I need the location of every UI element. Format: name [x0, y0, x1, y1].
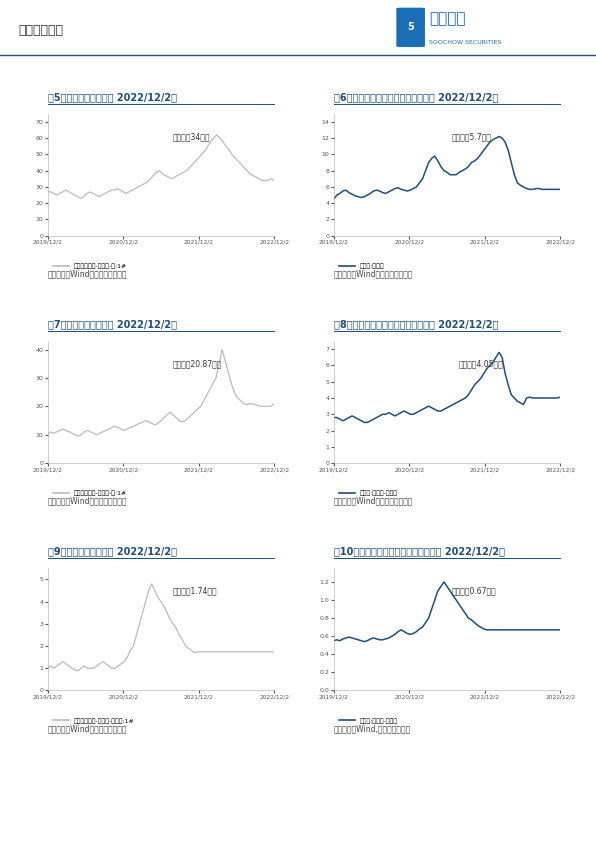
Text: 最新价：4.05万元: 最新价：4.05万元	[458, 360, 503, 368]
Text: 最新价：1.74万元: 最新价：1.74万元	[172, 587, 217, 595]
Text: 图10：前驱体：硫酸锰价格走势（截至 2022/12/2）: 图10：前驱体：硫酸锰价格走势（截至 2022/12/2）	[334, 546, 505, 557]
Text: 数据来源：Wind，东吴证券研究所: 数据来源：Wind，东吴证券研究所	[48, 497, 127, 506]
Text: 数据来源：Wind，东吴证券研究所: 数据来源：Wind，东吴证券研究所	[48, 724, 127, 733]
Legend: 前驱体:硫酸锰-电池级: 前驱体:硫酸锰-电池级	[337, 716, 401, 726]
Text: 图8：前驱体：硫酸镍价格走势（截至 2022/12/2）: 图8：前驱体：硫酸镍价格走势（截至 2022/12/2）	[334, 319, 498, 329]
Legend: 前驱体:硫酸镍-电池级: 前驱体:硫酸镍-电池级	[337, 488, 401, 498]
Text: 请务必阅读正文之后的免责声明部分: 请务必阅读正文之后的免责声明部分	[12, 823, 86, 833]
Text: 最新价：20.87万元: 最新价：20.87万元	[172, 360, 222, 368]
Text: 数据来源：Wind,东吴证券研究所: 数据来源：Wind,东吴证券研究所	[334, 724, 411, 733]
Text: 最新价：34万元: 最新价：34万元	[172, 132, 210, 141]
Text: 6 / 14: 6 / 14	[556, 823, 584, 833]
Text: 数据来源：Wind，东吴证券研究所: 数据来源：Wind，东吴证券研究所	[334, 497, 413, 506]
Text: 图5：钴价格走势（截至 2022/12/2）: 图5：钴价格走势（截至 2022/12/2）	[48, 92, 176, 102]
Text: 东吴证券: 东吴证券	[429, 12, 465, 27]
Text: 图7：镍价格走势（截至 2022/12/2）: 图7：镍价格走势（截至 2022/12/2）	[48, 319, 176, 329]
FancyBboxPatch shape	[396, 8, 425, 47]
Text: SOOCHOW SECURITIES: SOOCHOW SECURITIES	[429, 40, 501, 45]
Text: 行业跟踪周报: 行业跟踪周报	[18, 24, 63, 36]
Text: 5: 5	[407, 23, 414, 32]
Legend: 前驱体:硫酸钴: 前驱体:硫酸钴	[337, 261, 387, 271]
Legend: 长江有色市场-平均价-钴:1#: 长江有色市场-平均价-钴:1#	[51, 261, 130, 271]
Text: 数据来源：Wind，东吴证券研究所: 数据来源：Wind，东吴证券研究所	[48, 269, 127, 279]
Text: 图6：前驱体：硫酸钴价格走势（截至 2022/12/2）: 图6：前驱体：硫酸钴价格走势（截至 2022/12/2）	[334, 92, 498, 102]
Text: 图9：锰价格走势（截至 2022/12/2）: 图9：锰价格走势（截至 2022/12/2）	[48, 546, 176, 557]
Text: 最新价：0.67万元: 最新价：0.67万元	[452, 587, 496, 595]
Legend: 长江有色市场-平均价-镍:1#: 长江有色市场-平均价-镍:1#	[51, 488, 130, 498]
Text: 数据来源：Wind，东吴证券研究所: 数据来源：Wind，东吴证券研究所	[334, 269, 413, 279]
Text: 最新价：5.7万元: 最新价：5.7万元	[452, 132, 492, 141]
Legend: 长江有色市场-平均价-电解锰:1#: 长江有色市场-平均价-电解锰:1#	[51, 716, 137, 726]
